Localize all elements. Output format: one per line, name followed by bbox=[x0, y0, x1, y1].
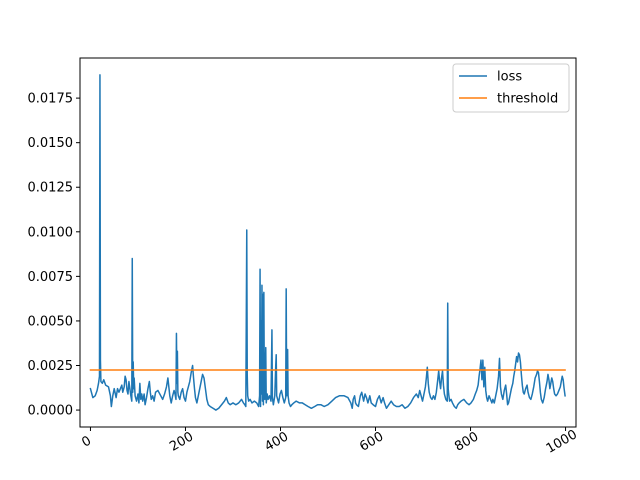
y-tick-label: 0.0075 bbox=[28, 270, 74, 285]
y-tick-label: 0.0125 bbox=[28, 181, 74, 196]
series-line-loss bbox=[89, 74, 566, 411]
y-tick-label: 0.0150 bbox=[28, 136, 74, 151]
y-tick-label: 0.0175 bbox=[28, 92, 74, 107]
y-tick-label: 0.0025 bbox=[28, 359, 74, 374]
y-tick-label: 0.0100 bbox=[28, 225, 74, 240]
y-axis: 0.0000 0.0025 0.0050 0.0075 0.0100 0.0125 0.01… bbox=[28, 92, 80, 419]
legend: loss threshold bbox=[452, 63, 570, 113]
y-tick-label: 0.0000 bbox=[28, 404, 74, 419]
series-layer bbox=[89, 74, 566, 411]
plot-area-frame bbox=[79, 57, 577, 428]
legend-label-loss: loss bbox=[497, 70, 522, 85]
y-tick-label: 0.0050 bbox=[28, 314, 74, 329]
legend-label-threshold: threshold bbox=[497, 92, 558, 107]
